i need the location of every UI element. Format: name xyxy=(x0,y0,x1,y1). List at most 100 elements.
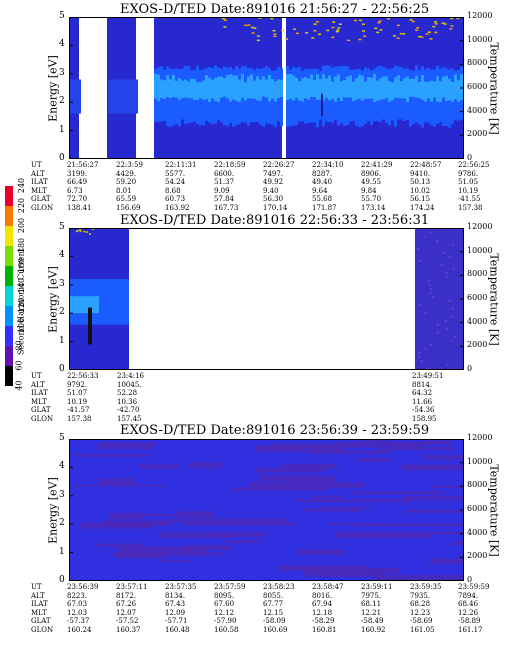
energy-tick-label: 0 xyxy=(59,364,65,374)
flux-cell xyxy=(183,545,233,551)
ephemeris-value: 50.13 xyxy=(410,178,431,187)
flux-cell xyxy=(340,441,424,448)
flux-cell xyxy=(217,76,220,103)
flux-cell xyxy=(129,79,132,114)
flux-cell xyxy=(208,77,211,103)
flux-dot xyxy=(251,32,255,34)
ephemeris-value: 23:59:11 xyxy=(361,583,393,591)
flux-dot xyxy=(313,23,317,25)
flux-cell xyxy=(187,81,190,99)
flux-cell xyxy=(421,440,452,445)
flux-cell xyxy=(358,74,361,99)
flux-cell xyxy=(295,77,298,99)
flux-cell xyxy=(139,464,180,469)
flux-dot xyxy=(444,320,447,322)
ephemeris-value: 68.46 xyxy=(458,600,479,609)
data-gap xyxy=(79,17,107,159)
energy-tick-label: 4 xyxy=(59,39,65,50)
ephemeris-row-label: MLT xyxy=(31,186,47,195)
flux-cell xyxy=(273,443,353,447)
flux-dot xyxy=(250,26,254,29)
flux-cell xyxy=(283,463,337,469)
energy-tick-label: 1 xyxy=(59,335,65,346)
flux-cell xyxy=(226,540,259,544)
flux-dot xyxy=(285,38,289,40)
ephemeris-value: 160.69 xyxy=(263,626,288,634)
ephemeris-value: 7975. xyxy=(361,591,382,600)
flux-cell xyxy=(394,77,397,98)
flux-dot xyxy=(433,21,437,23)
flux-cell xyxy=(169,79,172,99)
ephemeris-value: 12.07 xyxy=(116,608,137,617)
flux-cell xyxy=(74,453,148,457)
ephemeris-value: 66.49 xyxy=(67,178,88,187)
ephemeris-row-label: ALT xyxy=(31,169,45,178)
ephemeris-value: 8223. xyxy=(67,591,88,600)
flux-cell xyxy=(424,81,427,102)
flux-dot xyxy=(420,360,423,362)
flux-dot xyxy=(332,21,336,23)
flux-cell xyxy=(322,74,325,101)
ephemeris-value: 68.11 xyxy=(361,600,382,609)
ephemeris-value: 56.30 xyxy=(263,195,284,204)
flux-dot xyxy=(417,248,420,250)
flux-cell xyxy=(72,79,75,114)
ephemeris-value: 65.59 xyxy=(116,195,137,204)
flux-cell xyxy=(160,79,163,99)
flux-dot xyxy=(396,37,400,39)
flux-dot xyxy=(452,268,455,270)
temp-tick-label: 10000 xyxy=(467,456,493,466)
flux-dot xyxy=(338,23,342,25)
flux-cell xyxy=(430,80,433,102)
flux-dot xyxy=(76,229,79,232)
ephemeris-value: 8055. xyxy=(263,591,284,600)
flux-dot xyxy=(446,276,449,278)
temp-tick-label: 0 xyxy=(467,153,473,162)
temp-tick-label: 4000 xyxy=(467,316,488,326)
ephemeris-value: -41.55 xyxy=(458,195,481,204)
flux-cell xyxy=(187,462,221,469)
flux-cell xyxy=(199,82,202,99)
flux-cell xyxy=(402,496,464,501)
flux-dot xyxy=(247,24,251,26)
flux-cell xyxy=(286,73,289,101)
flux-cell xyxy=(193,78,196,101)
flux-cell xyxy=(274,81,277,102)
flux-dot xyxy=(361,23,365,26)
flux-cell xyxy=(448,79,451,101)
ephemeris-row-label: GLAT xyxy=(31,406,51,415)
ephemeris-value: 67.26 xyxy=(116,600,137,609)
flux-dot xyxy=(318,33,322,36)
ephemeris-row-label: ILAT xyxy=(31,178,48,187)
flux-cell xyxy=(451,81,454,102)
flux-cell xyxy=(407,467,454,471)
flux-cell xyxy=(334,531,432,539)
flux-cell xyxy=(285,478,329,483)
flux-cell xyxy=(346,76,349,98)
flux-dot xyxy=(440,264,443,266)
flux-dot xyxy=(429,344,432,346)
flux-dot xyxy=(377,21,381,24)
ephemeris-value: 157.38 xyxy=(67,415,92,423)
temp-tick-label: 10000 xyxy=(467,245,493,255)
flux-dot xyxy=(253,27,257,29)
ephemeris-value: 72.70 xyxy=(67,195,88,204)
ephemeris-value: 64.32 xyxy=(412,389,433,398)
temp-tick-label: 4000 xyxy=(467,527,488,537)
flux-dot xyxy=(450,17,454,20)
flux-dot xyxy=(83,230,86,233)
ephemeris-value: 9.09 xyxy=(214,186,230,195)
ephemeris-value: 12.26 xyxy=(458,608,479,617)
flux-cell xyxy=(235,75,238,101)
ephemeris-value: 22:48:57 xyxy=(410,161,442,169)
data-gap xyxy=(136,17,154,159)
flux-cell xyxy=(102,520,172,527)
flux-dot xyxy=(450,340,453,342)
ephemeris-row-label: ILAT xyxy=(31,389,48,398)
flux-cell xyxy=(304,76,307,99)
flux-cell xyxy=(307,78,310,100)
flux-cell xyxy=(117,79,120,114)
flux-dot xyxy=(419,260,422,262)
temp-tick-label: 6000 xyxy=(467,293,488,302)
flux-dot xyxy=(427,280,430,282)
